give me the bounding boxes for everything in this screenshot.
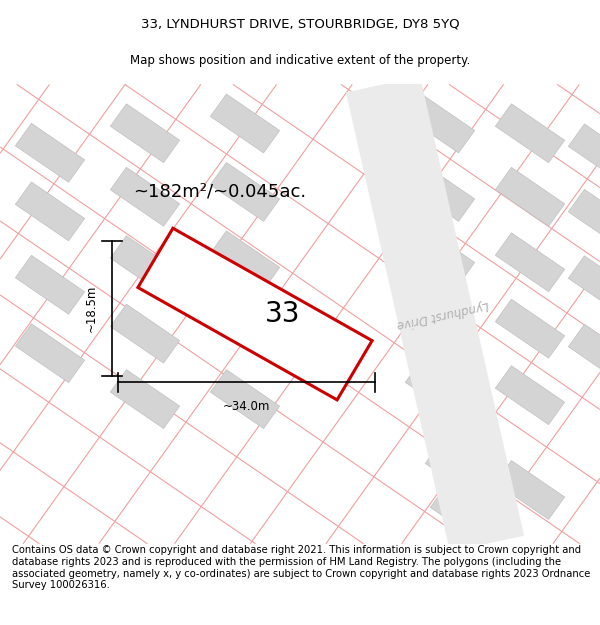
Text: Lyndhurst Drive: Lyndhurst Drive [396, 298, 490, 331]
Polygon shape [110, 104, 179, 162]
Polygon shape [16, 123, 85, 182]
Polygon shape [496, 366, 565, 424]
Polygon shape [496, 233, 565, 292]
Polygon shape [406, 291, 475, 351]
Text: ~182m²/~0.045ac.: ~182m²/~0.045ac. [133, 183, 307, 201]
Polygon shape [110, 369, 179, 429]
Polygon shape [406, 226, 475, 285]
Polygon shape [568, 189, 600, 238]
Polygon shape [110, 304, 179, 363]
Polygon shape [430, 485, 500, 544]
Polygon shape [211, 369, 280, 429]
Polygon shape [16, 255, 85, 314]
Polygon shape [211, 299, 280, 358]
Polygon shape [138, 228, 372, 400]
Polygon shape [16, 324, 85, 382]
Polygon shape [110, 236, 179, 294]
Polygon shape [496, 299, 565, 358]
Text: Map shows position and indicative extent of the property.: Map shows position and indicative extent… [130, 54, 470, 68]
Polygon shape [568, 124, 600, 172]
Polygon shape [496, 168, 565, 226]
Polygon shape [425, 441, 494, 500]
Polygon shape [568, 324, 600, 372]
Text: 33: 33 [265, 300, 301, 328]
Polygon shape [211, 231, 280, 290]
Polygon shape [16, 182, 85, 241]
Polygon shape [346, 76, 524, 552]
Polygon shape [496, 461, 565, 519]
Polygon shape [406, 360, 475, 419]
Text: ~34.0m: ~34.0m [223, 400, 270, 413]
Polygon shape [110, 168, 179, 226]
Polygon shape [406, 162, 475, 221]
Text: 33, LYNDHURST DRIVE, STOURBRIDGE, DY8 5YQ: 33, LYNDHURST DRIVE, STOURBRIDGE, DY8 5Y… [140, 17, 460, 30]
Polygon shape [406, 94, 475, 153]
Polygon shape [568, 256, 600, 304]
Text: Contains OS data © Crown copyright and database right 2021. This information is : Contains OS data © Crown copyright and d… [12, 545, 590, 590]
Polygon shape [211, 94, 280, 153]
Polygon shape [496, 104, 565, 162]
Polygon shape [211, 162, 280, 221]
Text: ~18.5m: ~18.5m [85, 284, 98, 332]
